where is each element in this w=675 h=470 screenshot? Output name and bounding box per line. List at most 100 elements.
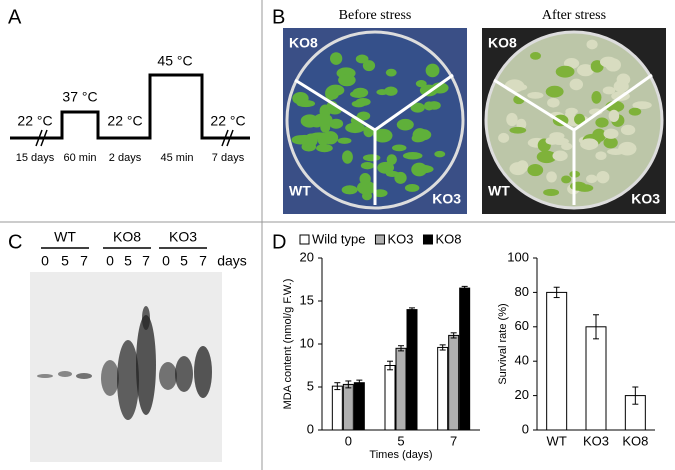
seedling (357, 180, 376, 195)
duration-label: 45 min (160, 152, 193, 164)
seedling (360, 162, 375, 170)
seedling (410, 102, 425, 113)
bar (353, 382, 365, 431)
lane-label: 5 (124, 253, 132, 269)
seedling (291, 135, 311, 145)
divider-line (493, 78, 575, 132)
seedling (603, 128, 619, 139)
bar (437, 346, 449, 431)
seedling (329, 52, 343, 65)
seedling (345, 122, 365, 134)
seedling (547, 97, 560, 108)
plate-label: KO8 (289, 35, 318, 51)
bar (406, 309, 418, 431)
duration-label: 2 days (109, 152, 142, 164)
divider-line (374, 73, 454, 132)
lane-label: 7 (199, 253, 207, 269)
seedling (506, 112, 518, 127)
divider-line (573, 73, 653, 132)
seedling (341, 185, 358, 195)
y-tick-label: 20 (515, 387, 529, 402)
x-tick-label: KO8 (622, 433, 648, 448)
x-tick-label: KO3 (583, 433, 609, 448)
plate-title: Before stress (339, 8, 412, 23)
seedling (415, 80, 427, 88)
seedling (404, 184, 420, 192)
bar (448, 334, 460, 431)
lane-label: 0 (162, 253, 170, 269)
seedling (586, 174, 598, 184)
seedling (337, 137, 352, 144)
legend-label: KO3 (387, 231, 413, 246)
seedling (342, 150, 353, 164)
seedling (576, 64, 595, 77)
lane-label: 0 (106, 253, 114, 269)
seedling (351, 100, 366, 108)
seedling (569, 78, 584, 91)
group-label: KO3 (169, 229, 197, 245)
seedling (509, 126, 527, 134)
temperature-label: 22 °C (107, 113, 142, 129)
y-axis-title: MDA content (nmol/g F.W.) (282, 279, 294, 410)
plate-label: KO3 (631, 191, 660, 207)
panel-label: D (272, 231, 286, 253)
lane-label: 7 (142, 253, 150, 269)
seedling (552, 150, 568, 162)
seedling (377, 161, 395, 174)
y-tick-label: 40 (515, 353, 529, 368)
plate-title: After stress (542, 8, 606, 23)
panel-label: A (8, 6, 22, 28)
seedling (384, 86, 398, 96)
y-tick-label: 15 (300, 292, 314, 307)
seedling (632, 101, 652, 110)
plate-label: KO3 (432, 191, 461, 207)
seedling (527, 92, 544, 99)
y-tick-label: 20 (300, 249, 314, 264)
seedling (359, 173, 371, 185)
temperature-label: 22 °C (210, 113, 245, 129)
plate-label: WT (289, 183, 311, 199)
seedling (292, 92, 309, 105)
y-tick-label: 0 (522, 421, 529, 436)
temperature-profile (10, 73, 250, 140)
seedling (309, 132, 329, 140)
bar (546, 291, 568, 431)
group-label: KO8 (113, 229, 141, 245)
seedling (546, 171, 557, 183)
x-tick-label: 5 (397, 433, 404, 448)
seedling (361, 191, 373, 201)
bar (342, 383, 354, 431)
y-tick-label: 100 (507, 249, 529, 264)
x-axis-title: Times (days) (369, 449, 432, 461)
seedling (386, 154, 397, 166)
seedling (603, 137, 618, 149)
seedling (596, 170, 610, 184)
seedling (427, 101, 441, 110)
seedling (561, 175, 572, 184)
seedling (350, 90, 367, 98)
seedling (608, 109, 620, 123)
seedling (545, 85, 564, 98)
seedling (565, 110, 576, 119)
seedling (434, 150, 446, 158)
group-label: WT (54, 229, 76, 245)
legend-swatch (299, 234, 310, 245)
seedling (620, 124, 636, 136)
seedling (362, 154, 381, 162)
duration-label: 15 days (16, 152, 55, 164)
seedling (385, 68, 397, 77)
legend-swatch (422, 234, 433, 245)
unit-label: days (217, 253, 247, 269)
lane-label: 0 (41, 253, 49, 269)
lane-label: 7 (80, 253, 88, 269)
plate-label: KO8 (488, 35, 517, 51)
seedling (391, 144, 407, 152)
seedling (574, 113, 586, 125)
seedling (425, 63, 440, 78)
bar (459, 287, 471, 431)
seedling (543, 188, 560, 197)
bar (585, 326, 607, 431)
seedling (394, 171, 407, 184)
bar (384, 365, 396, 431)
seedling (325, 86, 336, 101)
